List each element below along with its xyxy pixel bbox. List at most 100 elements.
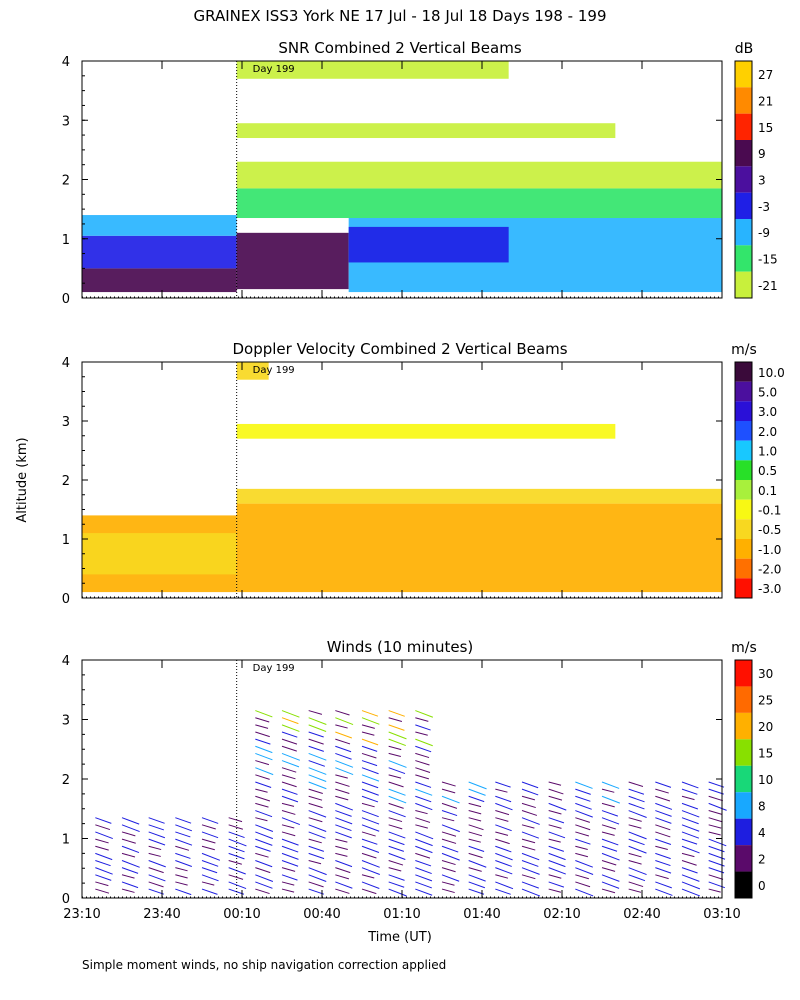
colorbar-label: 5.0 xyxy=(758,386,777,400)
wind-barb xyxy=(415,867,432,875)
wind-barb xyxy=(335,760,354,768)
wind-barb xyxy=(681,852,695,858)
wind-barb xyxy=(361,774,380,782)
wind-barb xyxy=(521,874,536,880)
doppler-colorbar-units: m/s xyxy=(731,342,757,358)
wind-barb xyxy=(628,874,646,882)
colorbar-swatch xyxy=(735,166,752,193)
colorbar-swatch xyxy=(735,660,752,687)
wind-barb xyxy=(201,831,219,839)
wind-barb xyxy=(228,867,246,875)
wind-barb xyxy=(201,867,218,874)
wind-barb xyxy=(361,810,379,818)
colorbar-label: -15 xyxy=(758,253,778,267)
wind-barb xyxy=(281,724,300,732)
x-tick-label: 01:40 xyxy=(463,907,500,922)
wind-barb xyxy=(361,767,379,775)
wind-barb xyxy=(575,831,590,837)
wind-barb xyxy=(95,860,111,867)
wind-barb xyxy=(521,824,535,829)
wind-barb xyxy=(468,810,482,815)
wind-barb xyxy=(361,867,380,875)
y-tick-label: 0 xyxy=(62,592,70,607)
wind-barb xyxy=(415,845,433,854)
wind-barb xyxy=(281,817,301,826)
wind-barb xyxy=(281,731,298,738)
wind-barb xyxy=(655,874,669,880)
y-tick-label: 4 xyxy=(62,654,70,669)
colorbar-swatch xyxy=(735,362,752,382)
wind-barb xyxy=(708,781,725,788)
wind-barb xyxy=(95,888,110,894)
wind-barb xyxy=(335,745,352,753)
wind-barb xyxy=(388,724,405,731)
wind-barb xyxy=(415,874,433,882)
wind-barb xyxy=(388,745,402,751)
wind-barb xyxy=(548,788,564,795)
wind-barb xyxy=(308,724,327,732)
wind-barb xyxy=(708,838,727,847)
wind-barb xyxy=(201,874,219,882)
wind-barb xyxy=(388,717,403,723)
heatmap-band xyxy=(82,533,237,575)
wind-barb xyxy=(175,838,193,846)
doppler-heatmap-panel: Day 199 0 1 2 3 4 10.0 5.0 3.0 2.0 1.0 0.5 0.1 -0.1 -0… xyxy=(62,356,785,607)
wind-barb xyxy=(575,795,591,802)
wind-barb xyxy=(281,888,295,893)
wind-barb xyxy=(255,874,274,882)
colorbar-label: 1.0 xyxy=(758,445,777,459)
wind-barb xyxy=(388,710,405,717)
wind-barb xyxy=(575,838,591,845)
wind-barb xyxy=(201,845,215,851)
heatmap-band xyxy=(348,226,509,263)
wind-barb xyxy=(308,824,327,832)
wind-barb xyxy=(575,817,590,823)
wind-barb xyxy=(708,817,723,823)
wind-barb xyxy=(308,810,327,818)
wind-barb xyxy=(548,838,561,843)
wind-barb xyxy=(681,781,699,789)
wind-barb xyxy=(575,810,593,818)
wind-barb xyxy=(708,824,722,829)
wind-barb xyxy=(681,795,695,801)
wind-barb xyxy=(308,852,325,860)
wind-barb xyxy=(441,795,460,804)
wind-barb xyxy=(655,788,669,794)
heatmap-band xyxy=(236,232,349,290)
wind-barb xyxy=(228,824,243,830)
wind-barb xyxy=(281,867,296,872)
wind-barb xyxy=(441,874,460,882)
wind-barb xyxy=(388,802,404,809)
wind-barb xyxy=(281,745,297,752)
wind-barb xyxy=(521,838,536,844)
wind-barb xyxy=(495,860,512,867)
wind-barb xyxy=(415,760,430,766)
wind-barb xyxy=(255,710,273,718)
wind-barb xyxy=(521,817,540,825)
wind-barb xyxy=(601,802,615,808)
wind-barb xyxy=(308,838,322,844)
wind-barb xyxy=(575,788,591,795)
wind-barb xyxy=(201,860,219,867)
colorbar-swatch xyxy=(735,140,752,167)
wind-barb xyxy=(95,881,109,887)
figure-title: GRAINEX ISS3 York NE 17 Jul - 18 Jul 18 … xyxy=(194,7,607,25)
wind-barb xyxy=(468,888,485,895)
wind-barb xyxy=(415,774,430,780)
wind-barb xyxy=(628,831,647,840)
colorbar-swatch xyxy=(735,499,752,520)
wind-barb xyxy=(681,824,700,832)
wind-barb xyxy=(655,824,671,831)
wind-barb xyxy=(148,845,162,851)
wind-barb xyxy=(255,802,269,808)
wind-barb xyxy=(335,824,352,832)
wind-barb xyxy=(281,710,300,718)
wind-barb xyxy=(601,795,620,804)
colorbar-label: -3 xyxy=(758,200,770,214)
wind-barb xyxy=(308,867,327,876)
wind-barb xyxy=(388,852,406,860)
wind-barb xyxy=(468,867,482,872)
wind-barb xyxy=(681,888,700,897)
wind-barb xyxy=(308,717,327,725)
colorbar-swatch xyxy=(735,686,752,713)
